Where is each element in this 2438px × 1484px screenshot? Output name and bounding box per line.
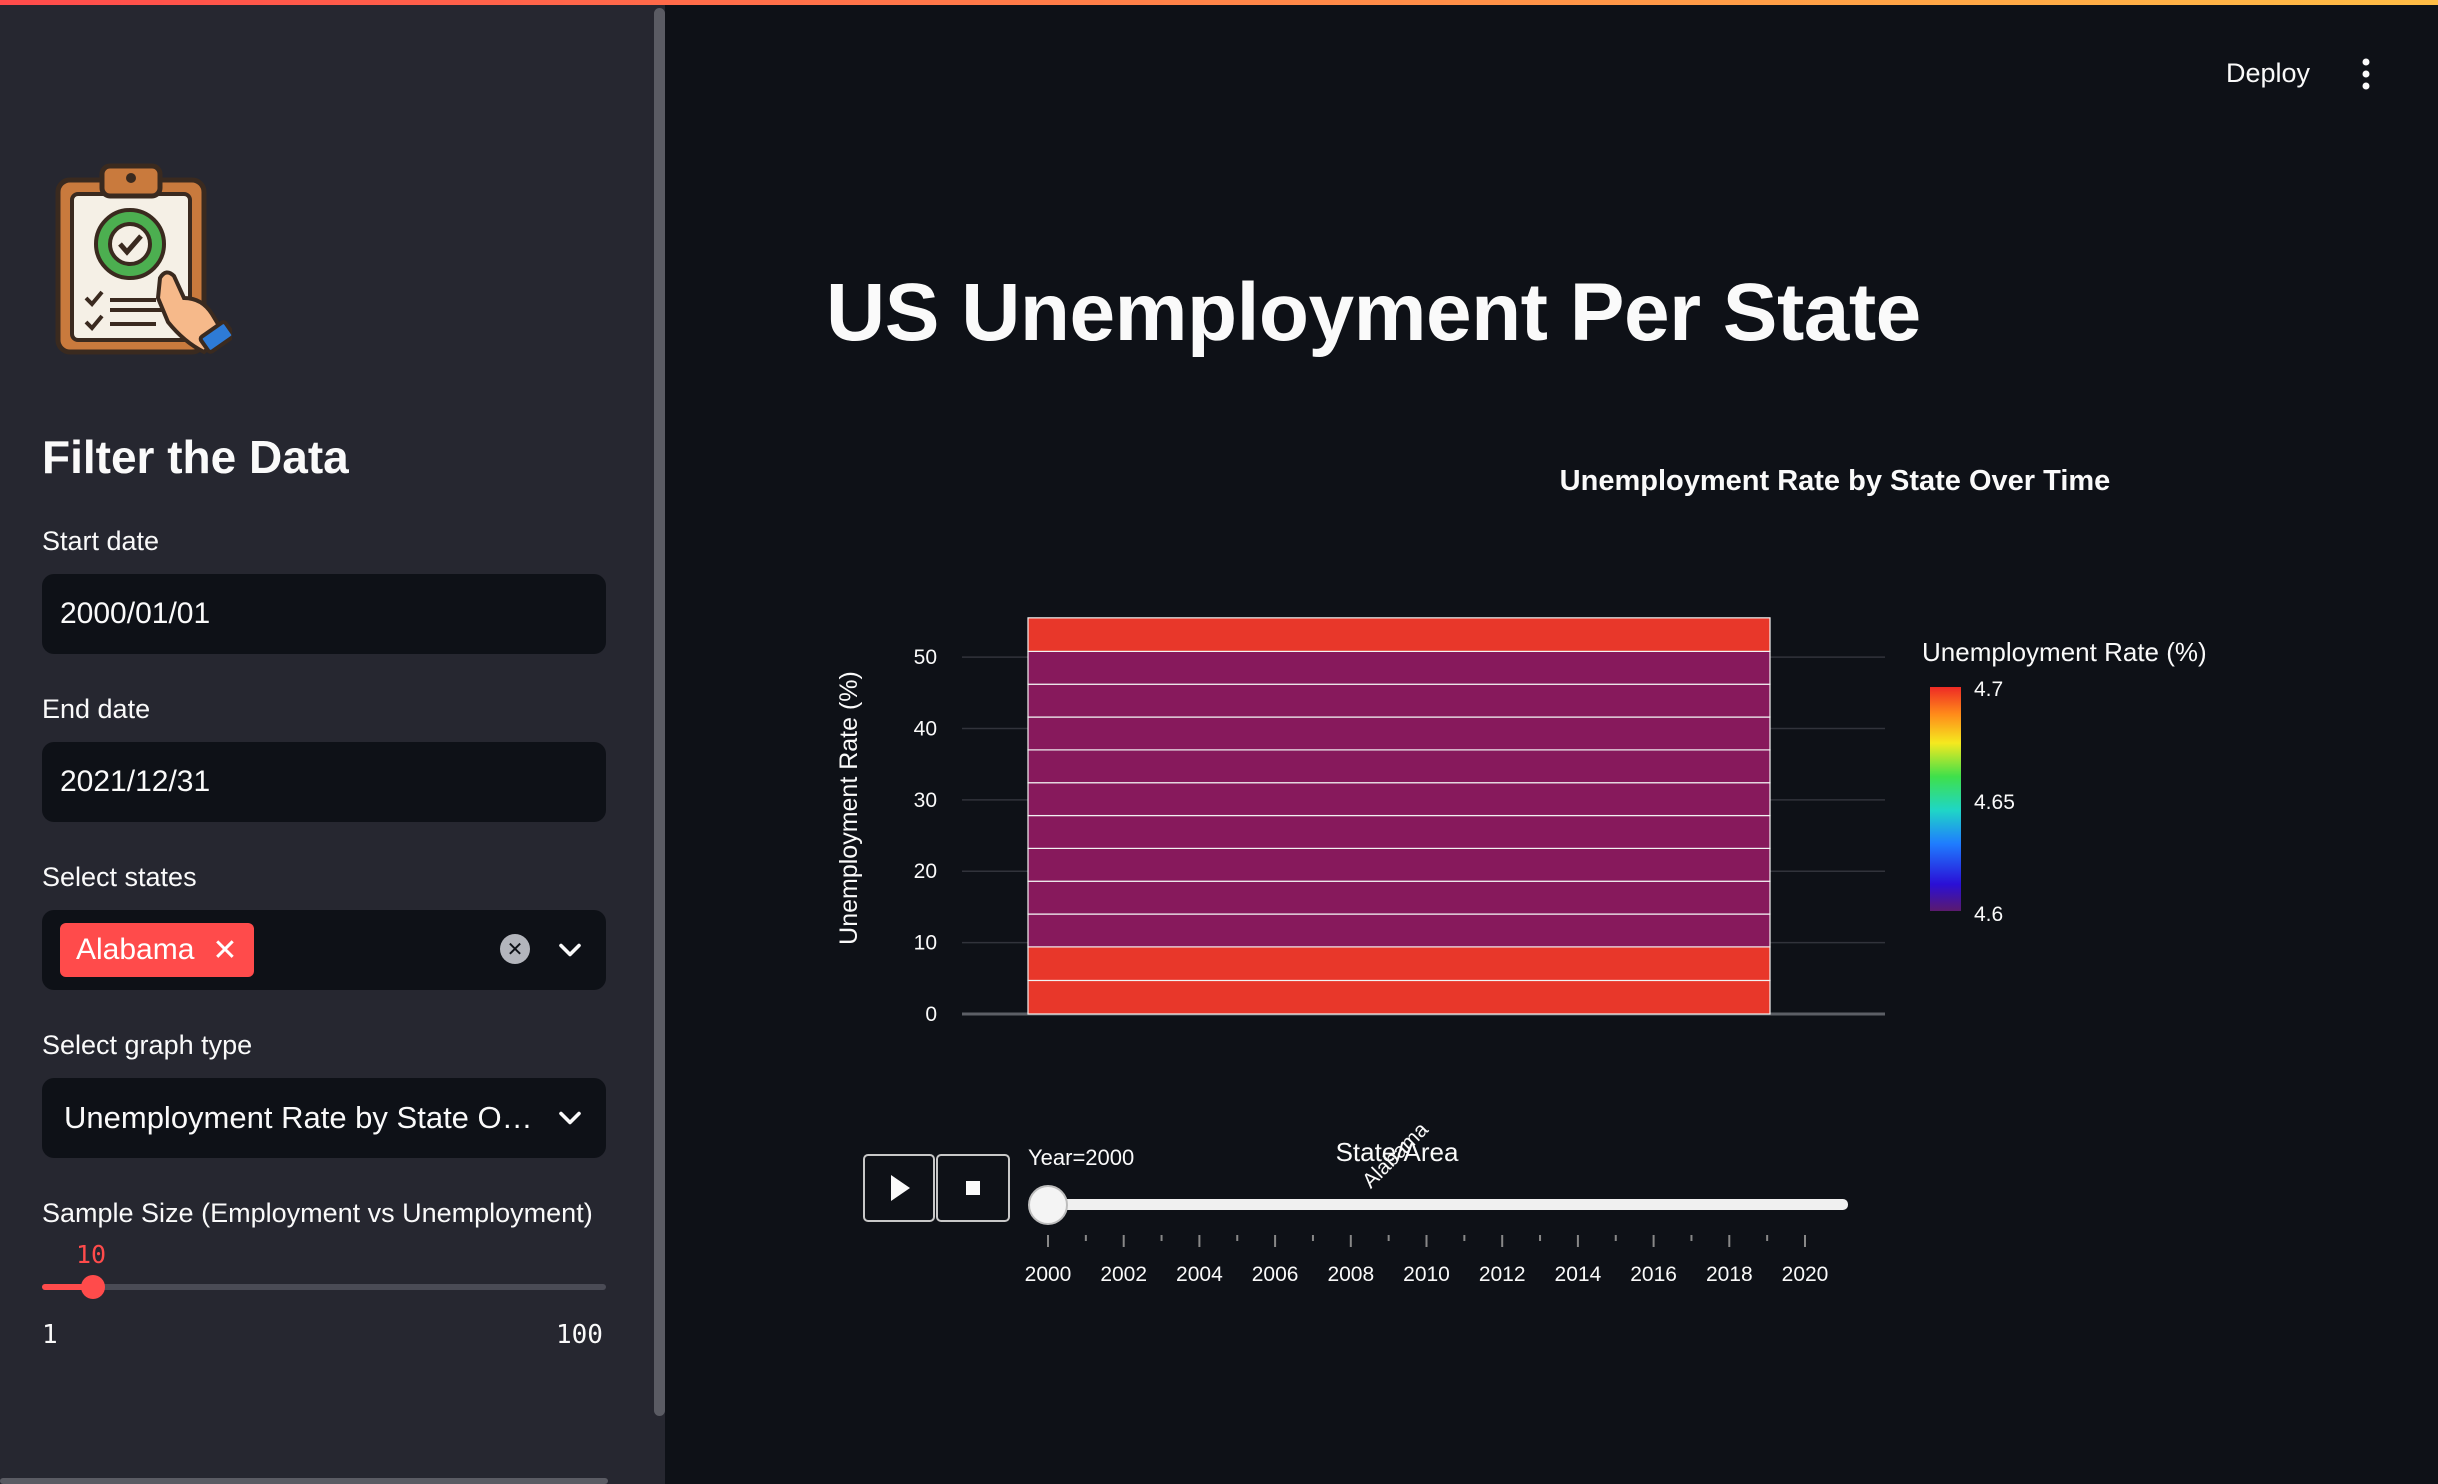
year-tick-label[interactable]: 2018 [1706,1263,1753,1286]
bar-segment[interactable] [1027,913,1771,948]
y-tick-label: 0 [925,1003,937,1026]
bar-segment[interactable] [1027,814,1771,850]
page-title: US Unemployment Per State [826,267,1921,358]
bar-segment[interactable] [1027,847,1771,882]
stop-icon [966,1181,980,1195]
state-chip[interactable]: Alabama ✕ [60,923,254,977]
select-states-label: Select states [42,862,197,892]
start-date-input[interactable]: 2000/01/01 [42,574,606,654]
graph-type-select[interactable]: Unemployment Rate by State O… [42,1078,606,1158]
year-current-label: Year=2000 [1028,1145,1134,1170]
y-tick-label: 30 [914,789,937,812]
slider-min-label: 1 [42,1320,58,1350]
sidebar-horizontal-scrollbar[interactable] [0,1478,608,1484]
bar-segment[interactable] [1027,650,1771,685]
y-tick-label: 10 [914,932,937,955]
colorbar-tick: 4.7 [1974,678,2003,701]
bar-segment[interactable] [1027,946,1771,982]
graph-type-value: Unemployment Rate by State O… [64,1100,533,1135]
year-slider-track[interactable] [1048,1199,1848,1210]
play-button[interactable] [863,1154,935,1222]
play-icon [891,1175,910,1201]
y-tick-label: 40 [914,717,937,740]
top-accent-bar [0,0,2438,5]
sidebar-title: Filter the Data [42,431,349,483]
bar-segment[interactable] [1027,880,1771,915]
year-tick-label[interactable]: 2014 [1555,1263,1602,1286]
year-tick-label[interactable]: 2012 [1479,1263,1526,1286]
colorbar-tick: 4.65 [1974,791,2015,814]
x-axis-label: State/Area [1336,1137,1459,1167]
close-icon[interactable]: ✕ [212,933,238,967]
end-date-input[interactable]: 2021/12/31 [42,742,606,822]
year-tick-label[interactable]: 2004 [1176,1263,1223,1286]
year-tick-label[interactable]: 2020 [1782,1263,1829,1286]
more-vertical-icon[interactable] [2356,56,2376,92]
bar-segment[interactable] [1027,683,1771,718]
slider-thumb[interactable] [81,1275,106,1299]
y-axis-label: Unemployment Rate (%) [835,671,863,945]
clear-all-icon[interactable]: ✕ [500,934,530,964]
graph-type-label: Select graph type [42,1030,253,1060]
chart-title: Unemployment Rate by State Over Time [1560,465,2111,497]
y-tick-label: 50 [914,646,937,669]
colorbar [1930,687,1961,911]
unemployment-chart: Unemployment Rate by State Over Time 0 10… [835,465,2207,1286]
year-tick-label[interactable]: 2006 [1252,1263,1299,1286]
sample-size-label: Sample Size (Employment vs Unemployment) [42,1198,593,1228]
colorbar-tick: 4.6 [1974,903,2003,926]
bar-segment[interactable] [1027,749,1771,784]
year-tick-label[interactable]: 2000 [1025,1263,1072,1286]
bar-segment[interactable] [1027,617,1771,652]
slider-max-label: 100 [556,1320,603,1350]
bar-segment[interactable] [1027,979,1771,1015]
year-tick-label[interactable]: 2002 [1100,1263,1147,1286]
year-tick-label[interactable]: 2016 [1630,1263,1677,1286]
colorbar-title: Unemployment Rate (%) [1922,637,2207,667]
chevron-down-icon[interactable] [552,1100,588,1136]
year-slider-thumb[interactable] [1028,1185,1068,1225]
start-date-label: Start date [42,526,160,556]
year-slider[interactable]: 2000 2002 2004 2006 2008 2010 2012 2014 2016 2018… [1025,1185,1848,1286]
sample-size-slider[interactable] [42,1275,606,1299]
sidebar: Filter the Data Start date 2000/01/01 En… [0,0,665,1484]
bar-segment[interactable] [1027,782,1771,817]
sample-size-value: 10 [76,1240,107,1269]
chevron-down-icon[interactable] [552,932,588,968]
slider-fill [42,1284,94,1290]
year-tick-label[interactable]: 2010 [1403,1263,1450,1286]
states-multiselect[interactable]: Alabama ✕ ✕ [42,910,606,990]
clipboard-gear-check-icon [52,158,236,358]
bar-segment[interactable] [1027,716,1771,751]
state-chip-label: Alabama [76,933,195,966]
year-tick-label[interactable]: 2008 [1327,1263,1374,1286]
end-date-label: End date [42,694,151,724]
sidebar-scrollbar[interactable] [654,8,665,1416]
stop-button[interactable] [936,1154,1010,1222]
deploy-button[interactable]: Deploy [2226,58,2311,88]
y-tick-label: 20 [914,860,937,883]
